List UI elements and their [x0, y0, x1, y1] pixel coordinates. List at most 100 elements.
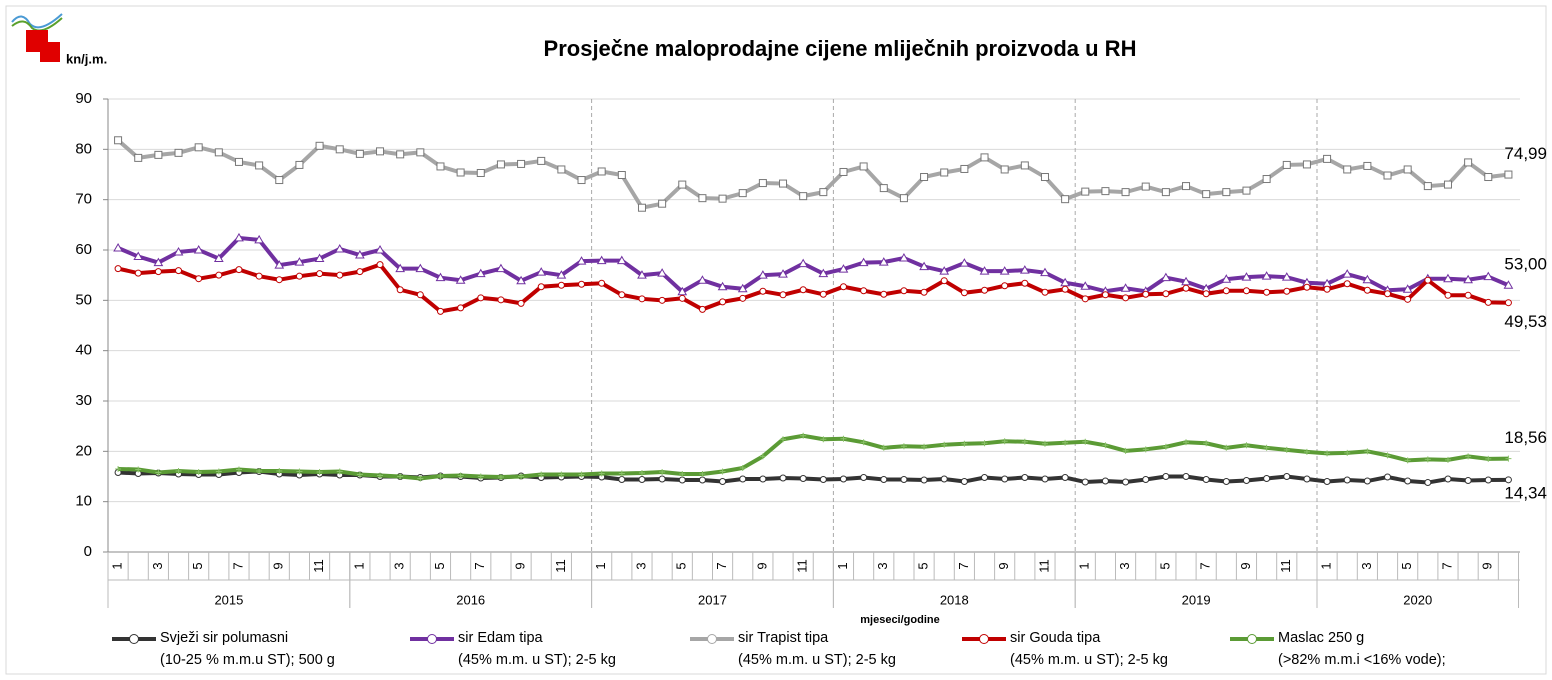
marker: [1242, 186, 1251, 195]
marker: [1081, 295, 1089, 303]
x-tick-label: 1: [351, 562, 366, 569]
marker: [558, 471, 565, 478]
marker: [1142, 290, 1150, 298]
marker: [778, 269, 788, 278]
marker: [940, 277, 948, 285]
marker: [1403, 165, 1412, 174]
marker: [1161, 188, 1170, 197]
legend-item: Svježi sir polumasni (10-25 % m.m.u ST);…: [112, 627, 335, 671]
year-label: 2018: [940, 592, 969, 607]
y-tick-label: 80: [75, 140, 92, 157]
marker: [1122, 447, 1129, 454]
chart-border: [5, 5, 1547, 675]
x-tick-label: 11: [1278, 559, 1293, 573]
marker: [718, 194, 727, 203]
marker: [900, 476, 908, 484]
marker: [1324, 450, 1331, 457]
y-tick-label: 0: [84, 543, 92, 560]
marker: [215, 468, 222, 475]
marker: [355, 149, 364, 158]
marker: [1021, 279, 1029, 287]
marker: [838, 264, 849, 273]
year-label: 2020: [1403, 592, 1432, 607]
marker: [1040, 173, 1049, 182]
legend-label: Maslac 250 g (>82% m.m.i <16% vode);: [1278, 630, 1446, 668]
marker: [596, 255, 607, 265]
marker: [597, 167, 606, 176]
legend-item: sir Gouda tipa (45% m.m. u ST); 2-5 kg: [962, 627, 1168, 671]
marker: [416, 291, 424, 299]
marker: [961, 440, 968, 447]
marker: [1041, 440, 1048, 447]
marker: [678, 476, 686, 484]
marker: [1121, 188, 1130, 197]
value-label: 18,56: [1504, 428, 1547, 447]
marker: [173, 247, 184, 256]
marker: [1404, 477, 1412, 485]
marker: [659, 468, 666, 475]
marker: [314, 253, 325, 263]
x-tick-label: 5: [674, 562, 689, 569]
marker: [497, 296, 505, 304]
marker: [1323, 285, 1331, 293]
legend-label: Svježi sir polumasni (10-25 % m.m.u ST);…: [160, 630, 335, 668]
marker: [1363, 161, 1372, 170]
marker: [496, 263, 506, 273]
legend-label: sir Gouda tipa (45% m.m. u ST); 2-5 kg: [1010, 630, 1168, 668]
marker: [1040, 267, 1050, 277]
logo: [11, 13, 63, 62]
marker: [377, 472, 384, 479]
x-tick-label: 11: [553, 559, 568, 573]
marker: [1021, 474, 1029, 482]
marker: [537, 283, 545, 291]
marker: [436, 162, 445, 171]
marker: [1444, 475, 1452, 483]
legend-marker: [427, 634, 437, 644]
marker: [437, 472, 444, 479]
marker: [959, 258, 970, 267]
marker: [213, 253, 224, 263]
marker: [536, 267, 547, 276]
marker: [1323, 478, 1331, 486]
y-tick-label: 40: [75, 342, 92, 359]
marker: [658, 296, 666, 304]
marker: [1363, 286, 1371, 294]
legend-item: sir Edam tipa (45% m.m. u ST); 2-5 kg: [410, 627, 616, 671]
marker: [1404, 295, 1412, 303]
x-tick-label: 3: [150, 562, 165, 569]
marker: [1343, 476, 1351, 484]
series-line: [118, 433, 1509, 481]
marker: [1182, 473, 1190, 480]
marker: [1363, 477, 1371, 485]
marker: [759, 287, 767, 295]
x-tick-label: 1: [835, 562, 850, 569]
marker: [1302, 160, 1311, 169]
marker: [1343, 165, 1352, 174]
marker: [1061, 195, 1070, 204]
marker: [699, 470, 706, 477]
marker: [457, 304, 465, 312]
x-tick-label: 3: [875, 562, 890, 569]
x-tick-label: 7: [956, 562, 971, 569]
marker: [698, 305, 706, 313]
marker: [1483, 271, 1494, 281]
x-tick-label: 1: [1077, 562, 1092, 569]
marker: [739, 464, 746, 471]
marker: [1021, 438, 1028, 445]
marker: [800, 432, 807, 439]
marker: [376, 147, 385, 156]
marker: [175, 467, 182, 474]
marker: [940, 168, 949, 177]
marker: [780, 436, 787, 443]
x-tick-label: 3: [1117, 562, 1132, 569]
marker: [920, 288, 928, 296]
marker: [1424, 479, 1432, 487]
marker: [1464, 158, 1473, 167]
marker: [134, 153, 143, 162]
marker: [375, 244, 385, 254]
marker: [858, 257, 869, 267]
marker: [336, 468, 343, 475]
marker: [255, 272, 263, 280]
x-tick-label: 9: [271, 562, 286, 569]
